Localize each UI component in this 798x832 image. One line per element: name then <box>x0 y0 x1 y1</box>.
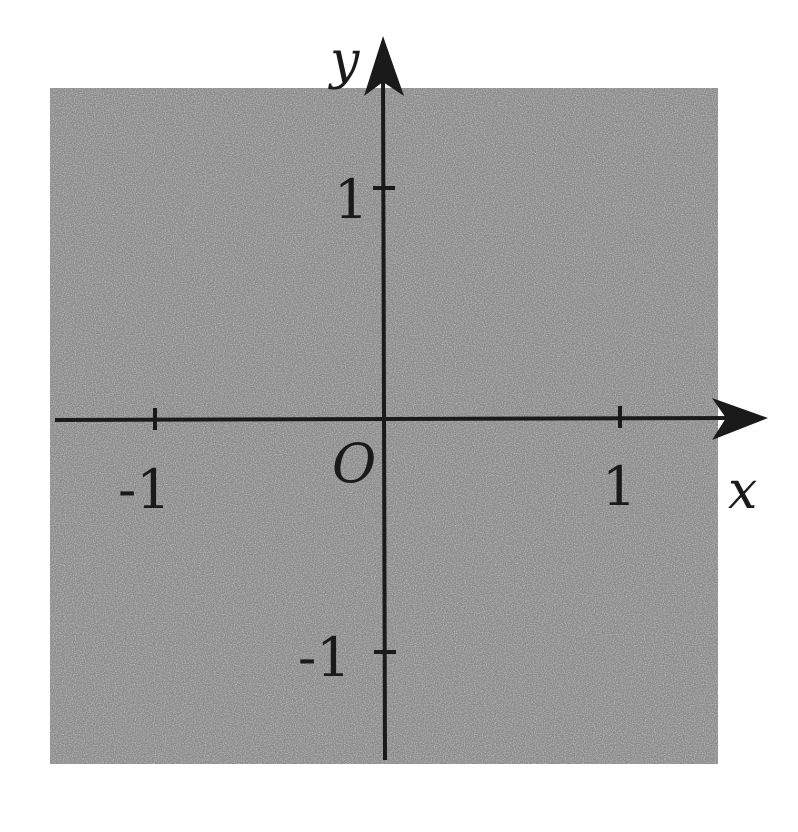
y-axis-arrowhead <box>364 36 404 96</box>
y-tick-label-neg1: -1 <box>298 626 351 689</box>
x-axis-label: x <box>728 461 757 521</box>
y-axis-label: y <box>328 31 360 91</box>
x-tick-label-neg1: -1 <box>118 458 171 521</box>
x-tick-label-pos1: 1 <box>602 455 636 518</box>
y-axis <box>381 69 387 761</box>
axes <box>54 36 768 761</box>
tick-marks <box>153 186 622 654</box>
y-tick-label-pos1: 1 <box>334 168 368 231</box>
origin-label: O <box>332 432 376 495</box>
x-axis <box>54 416 743 422</box>
x-axis-arrowhead <box>712 398 768 440</box>
